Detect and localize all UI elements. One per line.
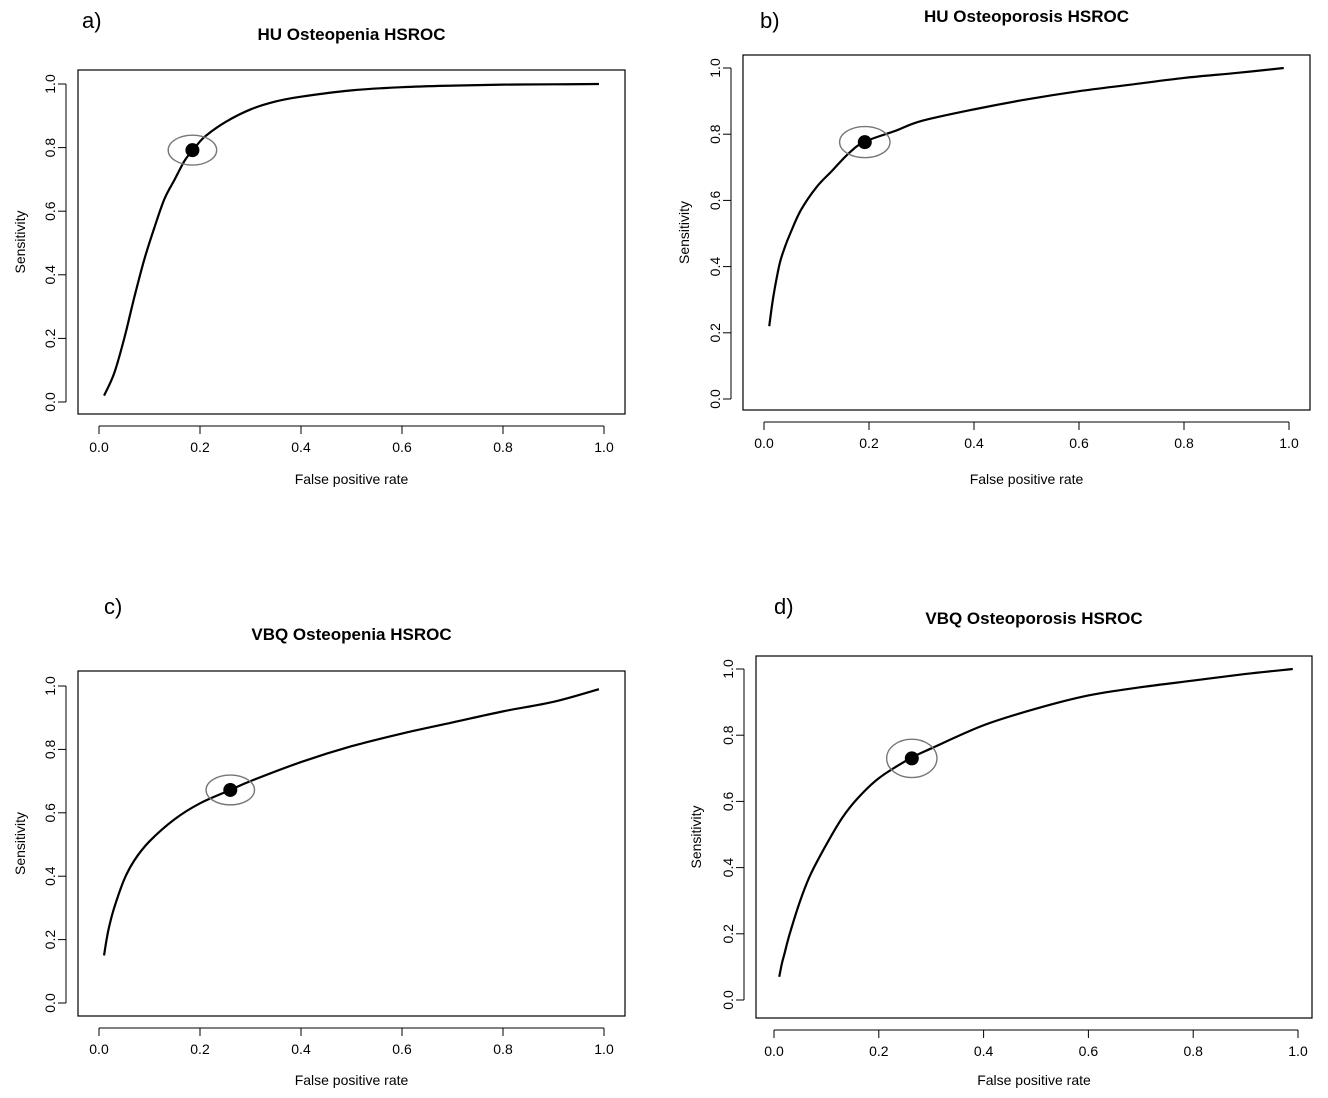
plot-frame bbox=[77, 69, 626, 415]
y-tick-label: 0.6 bbox=[42, 803, 58, 823]
y-tick-label: 0.8 bbox=[42, 739, 58, 759]
chart-panel-a: a) HU Osteopenia HSROC 0.0 0.2 0.4 0.6 0.8 1.0 0… bbox=[0, 0, 664, 549]
y-tick-label: 0.4 bbox=[42, 265, 58, 285]
y-tick-label: 0.6 bbox=[720, 791, 736, 811]
plot-frame bbox=[77, 670, 626, 1017]
y-tick-label: 0.4 bbox=[42, 866, 58, 886]
x-tick-label: 0.4 bbox=[291, 1041, 311, 1057]
chart-panel-c: c) VBQ Osteopenia HSROC 0.0 0.2 0.4 0.6 0.8 1.0… bbox=[0, 549, 664, 1098]
y-tick-label: 0.4 bbox=[720, 858, 736, 878]
y-tick-label: 1.0 bbox=[42, 676, 58, 696]
confidence-region-ellipse bbox=[838, 125, 891, 159]
y-axis-label: Sensitivity bbox=[676, 201, 692, 264]
chart-title: HU Osteopenia HSROC bbox=[258, 25, 446, 44]
y-tick-label: 0.4 bbox=[707, 257, 723, 277]
x-tick-label: 0.0 bbox=[89, 1041, 109, 1057]
x-tick-label: 0.0 bbox=[754, 435, 774, 451]
y-axis-label: Sensitivity bbox=[688, 805, 704, 868]
confidence-region-ellipse bbox=[885, 738, 938, 779]
x-tick-label: 1.0 bbox=[594, 439, 614, 455]
summary-point bbox=[857, 135, 872, 150]
hsroc-plot-svg: d) VBQ Osteoporosis HSROC 0.0 0.2 0.4 0.6 0.8 1… bbox=[688, 594, 1313, 1088]
x-tick-label: 0.0 bbox=[89, 439, 109, 455]
y-tick-label: 0.0 bbox=[42, 392, 58, 412]
panel-letter: d) bbox=[774, 594, 794, 619]
panel-letter: a) bbox=[82, 8, 102, 33]
y-tick-label: 0.0 bbox=[720, 990, 736, 1010]
x-tick-label: 0.2 bbox=[869, 1043, 889, 1059]
y-axis-label: Sensitivity bbox=[12, 812, 28, 875]
plot-frame bbox=[742, 54, 1311, 411]
y-tick-label: 0.6 bbox=[42, 201, 58, 221]
hsroc-plot-svg: a) HU Osteopenia HSROC 0.0 0.2 0.4 0.6 0.8 1.0 0… bbox=[12, 8, 626, 487]
x-tick-label: 0.4 bbox=[964, 435, 984, 451]
summary-point bbox=[904, 751, 919, 766]
y-tick-label: 0.8 bbox=[707, 124, 723, 144]
summary-point bbox=[185, 143, 200, 158]
hsroc-curve bbox=[778, 667, 1293, 978]
hsroc-plot-svg: c) VBQ Osteopenia HSROC 0.0 0.2 0.4 0.6 0.8 1.0… bbox=[12, 594, 626, 1088]
chart-title: VBQ Osteoporosis HSROC bbox=[925, 609, 1142, 628]
x-tick-label: 0.8 bbox=[1183, 1043, 1203, 1059]
x-tick-label: 0.8 bbox=[1174, 435, 1194, 451]
x-axis-label: False positive rate bbox=[970, 471, 1084, 487]
x-tick-label: 0.6 bbox=[392, 1041, 412, 1057]
confidence-region-ellipse bbox=[167, 134, 218, 166]
hsroc-curve bbox=[103, 82, 599, 397]
y-tick-label: 0.6 bbox=[707, 190, 723, 210]
x-tick-label: 0.2 bbox=[190, 439, 210, 455]
panel-letter: c) bbox=[104, 594, 122, 619]
x-tick-label: 0.2 bbox=[190, 1041, 210, 1057]
x-tick-label: 0.4 bbox=[291, 439, 311, 455]
chart-title: VBQ Osteopenia HSROC bbox=[251, 625, 451, 644]
y-tick-label: 0.2 bbox=[720, 924, 736, 944]
x-tick-label: 1.0 bbox=[1288, 1043, 1308, 1059]
y-axis-label: Sensitivity bbox=[12, 210, 28, 273]
hsroc-curve bbox=[102, 688, 600, 956]
chart-panel-d: d) VBQ Osteoporosis HSROC 0.0 0.2 0.4 0.6 0.8 1… bbox=[664, 549, 1328, 1098]
y-tick-label: 0.0 bbox=[707, 389, 723, 409]
x-axis-label: False positive rate bbox=[295, 471, 409, 487]
x-tick-label: 0.0 bbox=[764, 1043, 784, 1059]
x-tick-label: 0.6 bbox=[392, 439, 412, 455]
x-tick-label: 0.8 bbox=[493, 439, 513, 455]
y-tick-label: 0.0 bbox=[42, 993, 58, 1013]
chart-title: HU Osteoporosis HSROC bbox=[924, 7, 1129, 26]
x-tick-label: 1.0 bbox=[1279, 435, 1299, 451]
confidence-region-ellipse bbox=[205, 774, 256, 806]
x-tick-label: 0.6 bbox=[1069, 435, 1089, 451]
y-tick-label: 0.8 bbox=[720, 725, 736, 745]
hsroc-curve bbox=[768, 66, 1284, 327]
y-tick-label: 0.2 bbox=[707, 323, 723, 343]
summary-point bbox=[223, 782, 238, 797]
chart-panel-b: b) HU Osteoporosis HSROC 0.0 0.2 0.4 0.6 0.8 1.… bbox=[664, 0, 1328, 549]
plot-frame bbox=[755, 655, 1313, 1019]
y-tick-label: 0.2 bbox=[42, 328, 58, 348]
hsroc-plot-svg: b) HU Osteoporosis HSROC 0.0 0.2 0.4 0.6 0.8 1.… bbox=[676, 7, 1311, 487]
y-tick-label: 1.0 bbox=[707, 58, 723, 78]
x-tick-label: 1.0 bbox=[594, 1041, 614, 1057]
x-axis-label: False positive rate bbox=[295, 1072, 409, 1088]
x-tick-label: 0.4 bbox=[974, 1043, 994, 1059]
panel-letter: b) bbox=[760, 8, 780, 33]
x-axis-label: False positive rate bbox=[977, 1072, 1091, 1088]
y-tick-label: 0.2 bbox=[42, 930, 58, 950]
y-tick-label: 1.0 bbox=[720, 659, 736, 679]
x-tick-label: 0.6 bbox=[1079, 1043, 1099, 1059]
x-tick-label: 0.8 bbox=[493, 1041, 513, 1057]
y-tick-label: 0.8 bbox=[42, 138, 58, 158]
y-tick-label: 1.0 bbox=[42, 74, 58, 94]
x-tick-label: 0.2 bbox=[859, 435, 879, 451]
